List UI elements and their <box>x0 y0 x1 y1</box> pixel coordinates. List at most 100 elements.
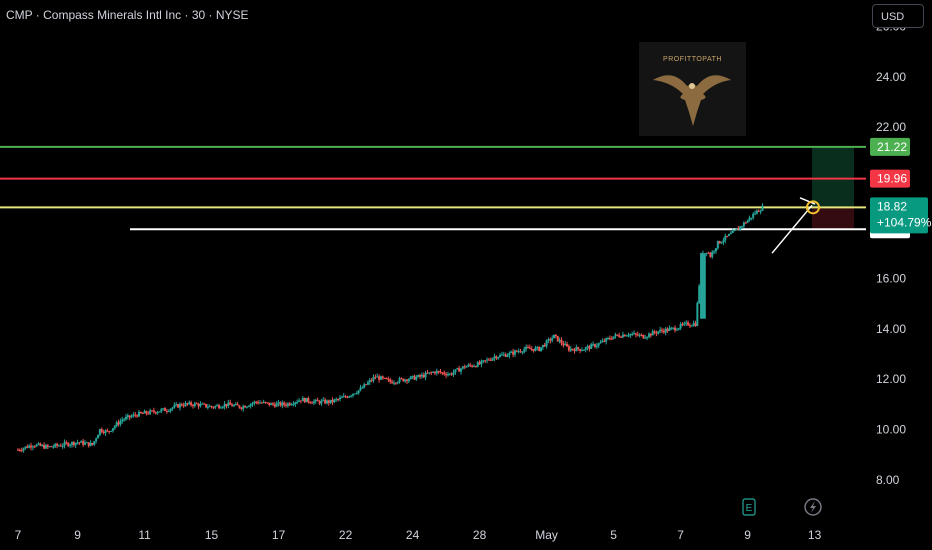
candle-body <box>562 343 565 346</box>
x-tick-label: 5 <box>610 528 617 542</box>
candle-body <box>603 340 606 342</box>
candle-body <box>541 344 544 348</box>
candle-body <box>236 403 239 406</box>
candle-body <box>87 442 90 446</box>
candle-body <box>716 240 719 249</box>
candle-body <box>270 403 273 406</box>
candle-body <box>191 405 194 407</box>
candle-body <box>134 414 137 416</box>
candle-body <box>515 350 518 352</box>
candle-body <box>506 355 509 357</box>
candle-body <box>277 402 280 404</box>
currency-selector[interactable]: USD <box>872 4 924 28</box>
candle-body <box>318 401 321 404</box>
earnings-label: E <box>746 503 753 514</box>
candle-body <box>20 450 23 452</box>
candle-body <box>175 404 178 406</box>
candle-body <box>46 445 49 447</box>
candle-body <box>110 430 113 432</box>
x-axis: 7 9 11 15 17 22 24 28 May 5 7 9 13 <box>15 528 822 542</box>
candle-body <box>271 403 274 405</box>
candle-body <box>145 411 148 414</box>
candle-body <box>497 357 500 359</box>
candle-body <box>374 377 377 379</box>
candle-body <box>363 384 366 388</box>
candle-body <box>89 442 92 446</box>
candle-body <box>484 360 487 362</box>
x-tick-label: 7 <box>677 528 684 542</box>
candle-body <box>569 348 572 351</box>
candle-body <box>178 404 181 408</box>
candle-body <box>737 228 740 230</box>
candle-body <box>106 430 109 432</box>
candle-body <box>214 405 217 408</box>
candle-body <box>365 384 368 386</box>
candle-body <box>454 369 457 373</box>
candle-body <box>540 347 543 351</box>
candle-body <box>411 375 414 377</box>
candle-body <box>117 422 120 425</box>
candle-body <box>74 442 77 446</box>
candle-body <box>553 334 556 339</box>
candle-body <box>389 379 392 382</box>
candle-body <box>227 402 230 406</box>
candle-body <box>757 210 760 212</box>
candle-body <box>63 442 66 446</box>
candle-body <box>283 402 286 405</box>
candle-body <box>519 351 522 353</box>
candle-body <box>299 400 302 402</box>
candle-body <box>489 360 492 362</box>
candle-body <box>512 351 515 355</box>
candle-body <box>508 352 511 356</box>
target-tag <box>870 137 910 156</box>
candle-body <box>171 407 174 409</box>
logo-text: PROFITTOPATH <box>663 56 722 63</box>
candle-body <box>285 404 288 406</box>
candle-body <box>123 419 126 421</box>
stop-tag <box>870 169 910 188</box>
candle-body <box>625 335 628 337</box>
candle-body <box>675 329 678 331</box>
candle-body <box>467 364 470 367</box>
candle-body <box>638 334 641 336</box>
candle-body <box>97 435 100 439</box>
candle-body <box>249 404 252 407</box>
candle-body <box>428 372 431 374</box>
candle-body <box>660 329 663 331</box>
candle-body <box>346 396 349 398</box>
candle-body <box>359 387 362 391</box>
candle-body <box>22 448 25 451</box>
candle-body <box>755 210 758 214</box>
candle-body <box>714 248 717 252</box>
candle-body <box>392 382 395 384</box>
candle-body <box>115 422 118 427</box>
candle-body <box>670 327 673 329</box>
candles-layer <box>17 203 764 453</box>
y-tick-label: 8.00 <box>876 473 900 487</box>
candle-body <box>391 381 394 384</box>
candle-body <box>727 234 730 236</box>
candle-body <box>739 226 742 230</box>
candle-body <box>655 332 658 334</box>
y-tick-label: 16.00 <box>876 271 906 285</box>
candle-body <box>188 402 191 405</box>
candle-body <box>683 323 686 325</box>
candle-body <box>54 443 57 447</box>
candle-body <box>314 399 317 402</box>
candle-body <box>593 344 596 347</box>
candle-body <box>121 419 124 422</box>
candle-body <box>197 403 200 407</box>
candle-body <box>301 398 304 402</box>
candle-body <box>720 242 723 244</box>
candle-body <box>446 374 449 376</box>
candle-body <box>245 406 248 408</box>
candle-body <box>30 445 33 448</box>
candle-body <box>31 446 34 448</box>
candle-body <box>18 449 21 451</box>
candle-body <box>208 406 211 408</box>
candle-body <box>366 382 369 385</box>
candle-body <box>325 400 328 404</box>
candle-body <box>417 375 420 377</box>
candle-body <box>579 349 582 351</box>
